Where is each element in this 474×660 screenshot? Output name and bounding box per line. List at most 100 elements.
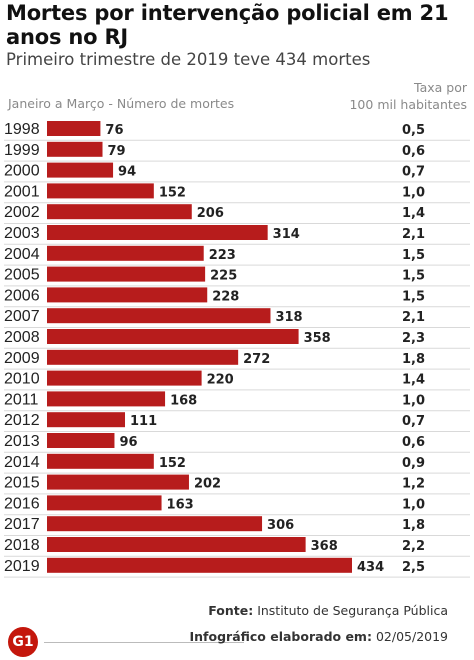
bar (47, 370, 202, 386)
bar-value-label: 272 (243, 352, 270, 367)
bar-value-label: 152 (159, 456, 186, 471)
bar (47, 204, 192, 220)
bar (47, 245, 204, 261)
rate-value-label: 1,5 (402, 248, 425, 263)
bar (47, 412, 126, 428)
year-tick-label: 2016 (4, 495, 40, 512)
bar (47, 474, 189, 490)
rate-value-label: 1,0 (402, 497, 425, 512)
year-tick-label: 2018 (4, 537, 40, 554)
bar-value-label: 368 (311, 539, 338, 554)
year-tick-label: 2006 (4, 287, 40, 304)
credit-date: 02/05/2019 (375, 629, 448, 644)
bar (47, 391, 166, 407)
bar-value-label: 152 (159, 185, 186, 200)
rate-value-label: 2,3 (402, 331, 425, 346)
year-tick-label: 1999 (4, 142, 40, 159)
rate-value-label: 1,8 (402, 518, 425, 533)
year-tick-label: 2002 (4, 204, 40, 221)
bar (47, 329, 299, 344)
bar-value-label: 434 (357, 560, 384, 575)
year-tick-label: 2013 (4, 433, 40, 450)
rate-value-label: 0,7 (402, 414, 425, 429)
year-tick-label: 2008 (4, 329, 40, 346)
year-tick-label: 2005 (4, 267, 40, 284)
bar (47, 349, 239, 365)
source-text: Instituto de Segurança Pública (257, 603, 448, 618)
bar-value-label: 96 (119, 435, 137, 450)
bar (47, 495, 162, 511)
rate-value-label: 1,2 (402, 477, 425, 492)
rate-value-label: 1,4 (402, 206, 425, 221)
year-tick-label: 2010 (4, 371, 40, 388)
bar-value-label: 163 (167, 497, 194, 512)
bar-value-label: 225 (210, 269, 237, 284)
year-tick-label: 2015 (4, 475, 40, 492)
rate-value-label: 2,1 (402, 227, 425, 242)
bar-value-label: 318 (275, 310, 302, 325)
bar-value-label: 206 (197, 206, 224, 221)
bar-value-label: 220 (207, 373, 234, 388)
bar-value-label: 79 (108, 144, 126, 159)
year-tick-label: 2000 (4, 163, 40, 180)
column-header-rate: Taxa por 100 mil habitantes (327, 79, 467, 113)
bar (47, 557, 352, 573)
bar-value-label: 202 (194, 477, 221, 492)
rate-value-label: 0,6 (402, 144, 425, 159)
year-tick-label: 2009 (4, 350, 40, 367)
rate-value-label: 1,0 (402, 393, 425, 408)
bar (47, 453, 154, 469)
rate-value-label: 0,7 (402, 165, 425, 180)
year-tick-label: 2003 (4, 225, 40, 242)
year-tick-label: 2011 (4, 391, 39, 408)
year-tick-label: 2017 (4, 516, 40, 533)
bar (47, 225, 268, 240)
bar-value-label: 228 (212, 289, 239, 304)
chart-subtitle: Primeiro trimestre de 2019 teve 434 mort… (6, 50, 371, 69)
bar-value-label: 76 (105, 123, 123, 138)
bar (47, 537, 306, 552)
year-tick-label: 2014 (4, 454, 40, 471)
rate-header-line1: Taxa por (414, 80, 467, 95)
bar-value-label: 168 (170, 393, 197, 408)
bar-value-label: 111 (130, 414, 157, 429)
bar (47, 266, 206, 282)
g1-logo: G1 (8, 627, 38, 657)
rate-value-label: 1,5 (402, 269, 425, 284)
rate-value-label: 1,5 (402, 289, 425, 304)
credit-note: Infográfico elaborado em: 02/05/2019 (190, 629, 449, 644)
source-note: Fonte: Instituto de Segurança Pública (208, 603, 448, 618)
bar (47, 287, 208, 303)
rate-value-label: 2,2 (402, 539, 425, 554)
bar (47, 308, 271, 324)
bar-value-label: 306 (267, 518, 294, 533)
year-tick-label: 1998 (4, 121, 40, 138)
year-tick-label: 2007 (4, 308, 40, 325)
year-tick-label: 2012 (4, 412, 40, 429)
bar (47, 141, 103, 157)
bar (47, 516, 263, 532)
rate-value-label: 2,1 (402, 310, 425, 325)
footer-divider (44, 642, 244, 643)
rate-value-label: 1,4 (402, 373, 425, 388)
bar (47, 162, 114, 178)
bar-value-label: 314 (273, 227, 300, 242)
bar-value-label: 94 (118, 165, 136, 180)
rate-value-label: 0,5 (402, 123, 425, 138)
column-header-deaths: Janeiro a Março - Número de mortes (8, 96, 235, 111)
source-label: Fonte: (208, 603, 254, 618)
bar (47, 183, 154, 199)
rate-value-label: 2,5 (402, 560, 425, 575)
year-tick-label: 2004 (4, 246, 40, 263)
rate-value-label: 0,6 (402, 435, 425, 450)
bar-value-label: 223 (209, 248, 236, 263)
bar-chart: 1998 76 0,5 1999 79 0,6 2000 94 0,7 2001 152 1,0 200… (4, 121, 470, 578)
rate-value-label: 0,9 (402, 456, 425, 471)
rate-value-label: 1,0 (402, 185, 425, 200)
bar-value-label: 358 (304, 331, 331, 346)
year-tick-label: 2019 (4, 558, 40, 575)
year-tick-label: 2001 (4, 183, 40, 200)
bar (47, 433, 115, 448)
rate-header-line2: 100 mil habitantes (349, 97, 467, 112)
rate-value-label: 1,8 (402, 352, 425, 367)
